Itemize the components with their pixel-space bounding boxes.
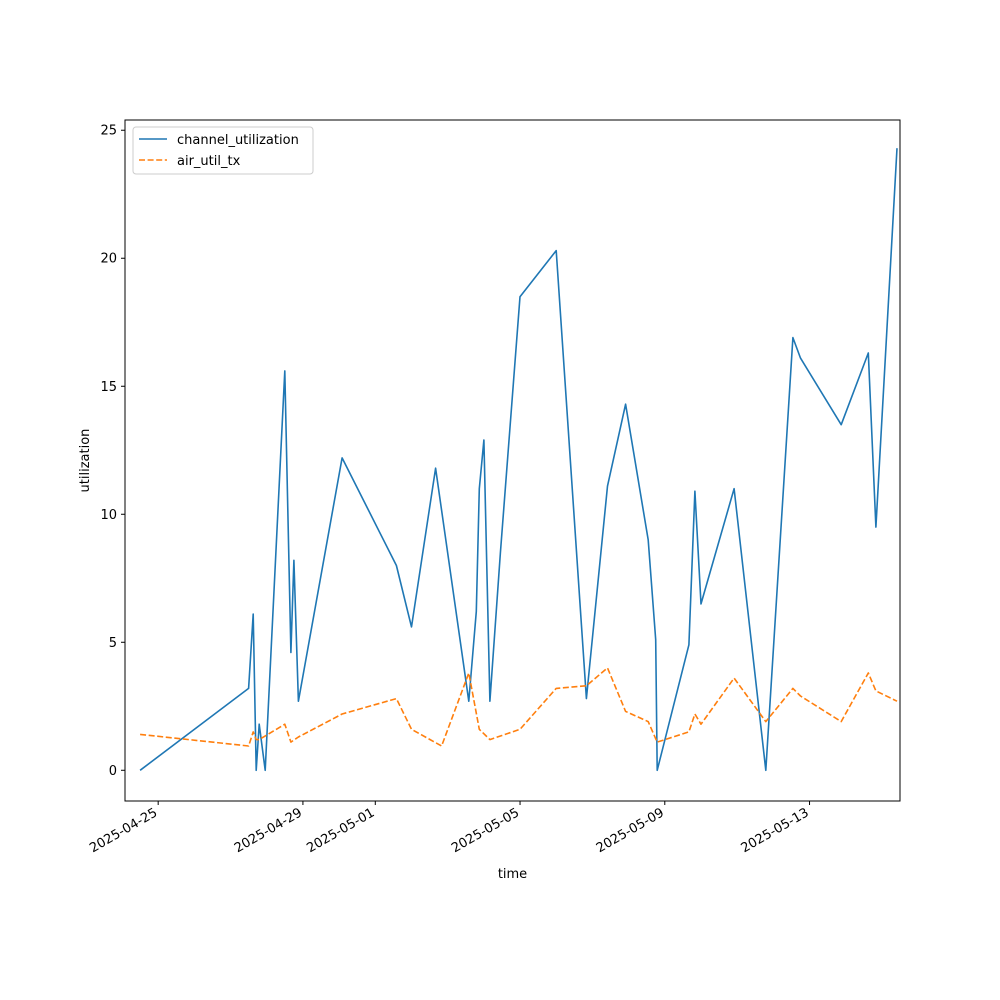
plot-frame [124,119,901,802]
y-axis-label: utilization [78,429,93,493]
legend-box [132,126,314,175]
y-tick-label: 20 [100,252,117,267]
legend-label: air_util_tx [177,154,241,169]
y-tick-label: 10 [100,508,117,523]
series-line-channel-utilization [139,148,898,772]
y-tick-label: 15 [100,380,117,395]
plot-area [139,148,898,772]
y-tick-label: 5 [109,636,117,651]
y-tick-label: 25 [100,124,117,139]
legend-label: channel_utilization [177,133,299,148]
x-axis-label: time [498,867,527,882]
legend: channel_utilization air_util_tx [132,126,314,175]
y-tick-label: 0 [109,764,117,779]
series-line-air-util-tx [140,667,898,747]
